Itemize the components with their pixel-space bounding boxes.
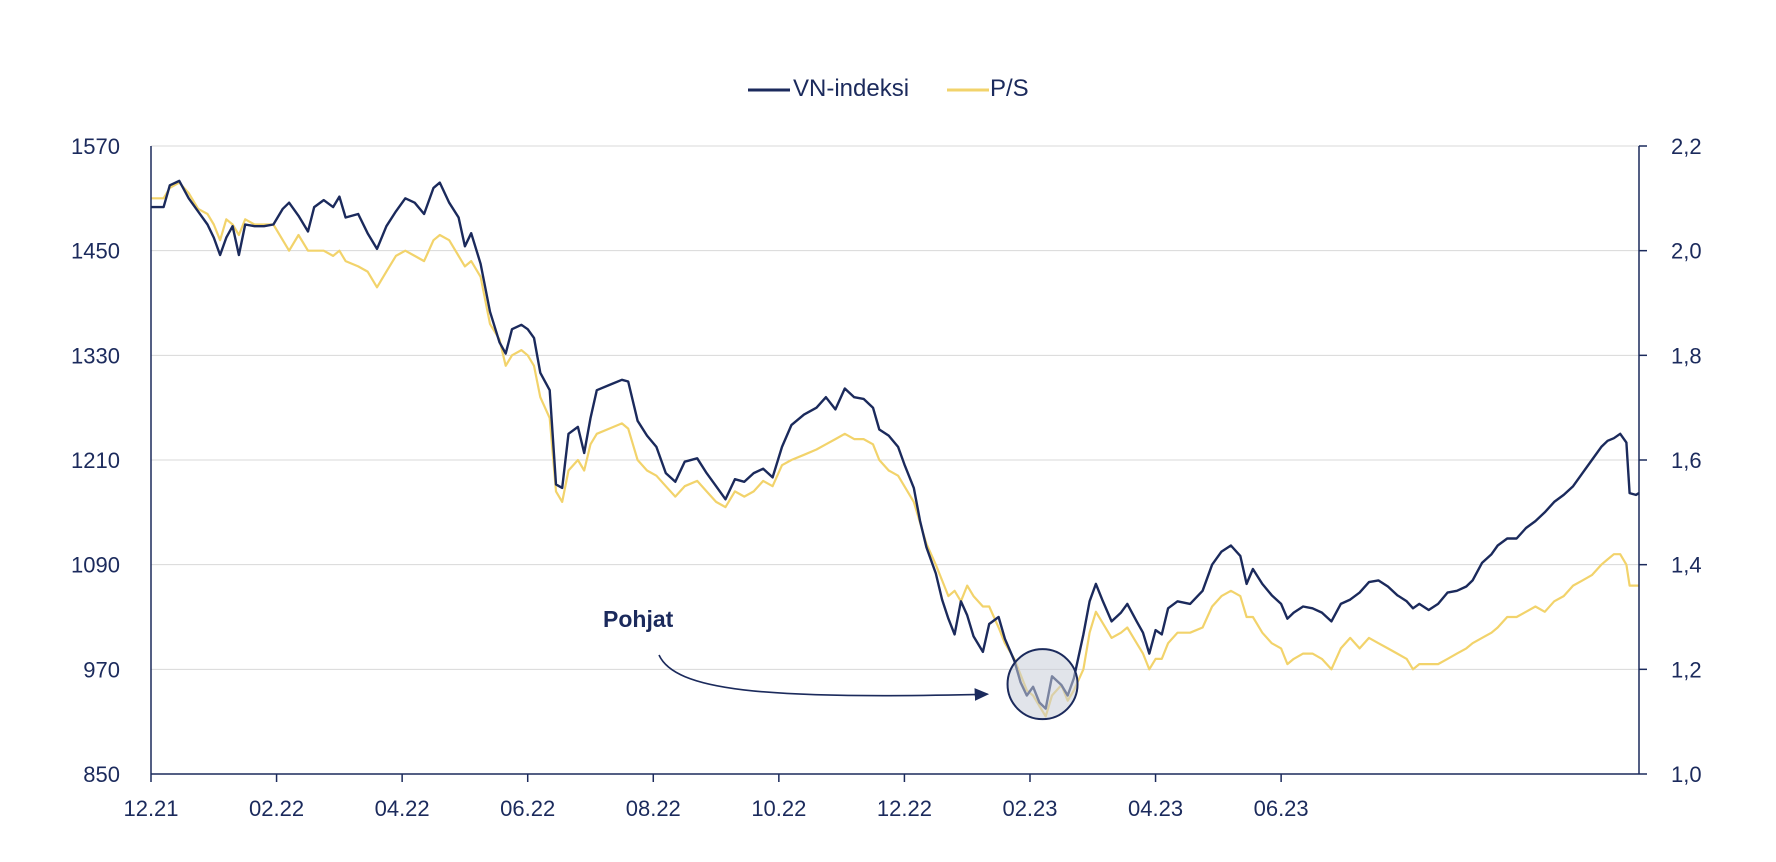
left-tick-label: 850 [83, 762, 120, 787]
legend-label-vn-index: VN-indeksi [793, 75, 909, 102]
right-tick-label: 2,0 [1671, 239, 1702, 264]
x-tick-label: 06.22 [500, 796, 555, 821]
gridlines [151, 145, 1639, 775]
right-tick-label: 1,8 [1671, 343, 1702, 368]
left-tick-label: 970 [83, 657, 120, 682]
x-tick-label: 06.23 [1254, 796, 1309, 821]
x-tick-label: 04.23 [1128, 796, 1183, 821]
series-line-vn-index [151, 179, 1640, 710]
left-tick-label: 1210 [71, 448, 120, 473]
x-tick-label: 12.22 [877, 796, 932, 821]
x-tick-label: 12.21 [123, 796, 178, 821]
left-tick-label: 1570 [71, 134, 120, 159]
legend-label-ps: P/S [990, 75, 1029, 102]
right-tick-label: 1,0 [1671, 762, 1702, 787]
right-tick-label: 2,2 [1671, 134, 1702, 159]
x-axis-ticks: 12.21 02.22 04.22 06.22 08.22 10.22 12.22 02.23… [123, 774, 1309, 821]
bottom-highlight-circle [1006, 648, 1079, 721]
right-axis-ticks: 1,0 1,2 1,4 1,6 1,8 2,0 2,2 [1639, 134, 1702, 787]
legend: VN-indeksi P/S [748, 75, 1029, 102]
x-tick-label: 02.22 [249, 796, 304, 821]
x-tick-label: 04.22 [375, 796, 430, 821]
annotation-label: Pohjat [603, 606, 674, 632]
left-axis-ticks: 850 970 1090 1210 1330 1450 1570 [71, 134, 120, 787]
right-tick-label: 1,4 [1671, 553, 1702, 578]
x-tick-label: 10.22 [751, 796, 806, 821]
left-tick-label: 1450 [71, 239, 120, 264]
left-tick-label: 1090 [71, 553, 120, 578]
annotation-arrow [658, 654, 990, 701]
x-tick-label: 02.23 [1002, 796, 1057, 821]
right-tick-label: 1,2 [1671, 657, 1702, 682]
right-tick-label: 1,6 [1671, 448, 1702, 473]
x-tick-label: 08.22 [626, 796, 681, 821]
series-line-ps [151, 181, 1639, 718]
left-tick-label: 1330 [71, 343, 120, 368]
